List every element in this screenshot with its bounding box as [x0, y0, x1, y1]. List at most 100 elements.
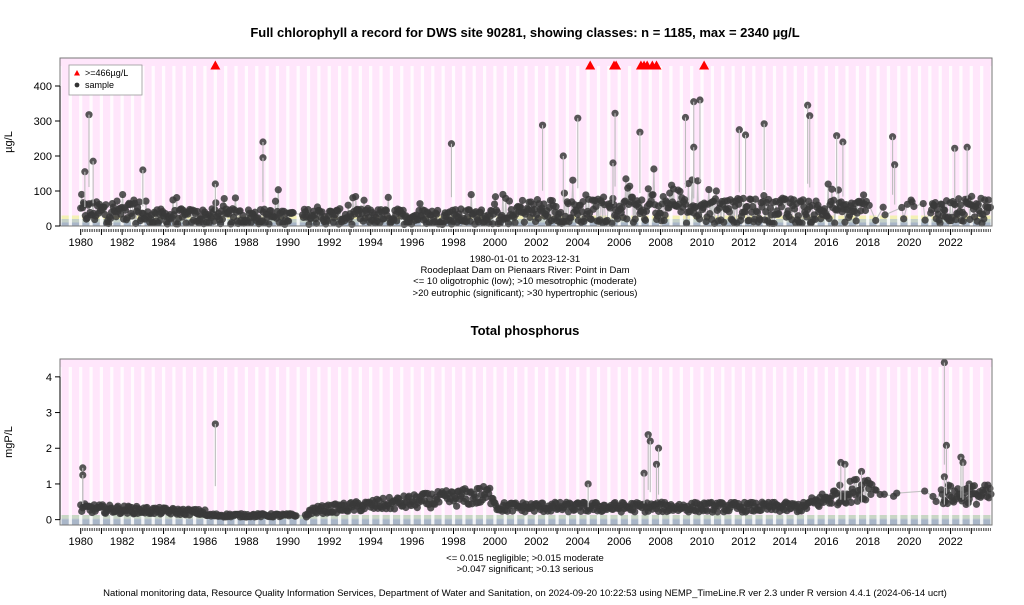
sample-point	[959, 217, 967, 225]
legend-sample-label: sample	[85, 80, 114, 90]
sample-point	[968, 192, 976, 200]
sample-point	[931, 199, 939, 207]
sample-point	[739, 194, 747, 203]
x-tick-label: 2016	[814, 536, 838, 548]
x-tick-label: 1996	[400, 237, 424, 249]
sample-point	[919, 199, 927, 208]
sample-point	[618, 203, 626, 212]
sample-point	[775, 209, 783, 218]
sample-point	[274, 186, 282, 194]
sample-point	[508, 507, 517, 515]
sample-point	[121, 206, 130, 214]
x-tick-label: 1998	[441, 237, 465, 249]
sample-point	[360, 196, 368, 204]
x-tick-label: 2004	[566, 237, 590, 249]
x-tick-label: 1982	[110, 237, 134, 249]
chlorophyll-samples	[77, 60, 994, 229]
sample-point	[725, 208, 733, 216]
x-tick-label: 2018	[855, 536, 879, 548]
y-tick-label: 1	[46, 479, 52, 491]
sample-point	[893, 489, 901, 497]
sample-point	[941, 206, 949, 214]
x-tick-label: 2020	[897, 237, 921, 249]
phosphorus-y-label: mgP/L	[3, 426, 15, 458]
x-tick-label: 2008	[648, 237, 672, 249]
y-tick-label: 100	[34, 186, 52, 198]
x-tick-label: 2010	[690, 536, 714, 548]
sample-point	[742, 507, 751, 515]
x-tick-label: 1984	[151, 237, 175, 249]
phosphorus-samples	[77, 358, 995, 521]
legend-circle-marker	[74, 82, 80, 88]
sample-point	[824, 180, 832, 188]
sample-point	[520, 218, 528, 226]
sample-point	[830, 196, 838, 204]
tp-class-caption-1: <= 0.015 negligible; >0.015 moderate	[446, 553, 604, 564]
sample-point	[587, 215, 596, 224]
sample-point	[631, 508, 639, 516]
sample-point	[921, 487, 929, 495]
sample-point	[847, 498, 855, 507]
sample-point	[453, 502, 461, 510]
sample-point	[379, 494, 387, 502]
sample-point	[811, 215, 819, 224]
x-tick-label: 2018	[855, 237, 879, 249]
chlorophyll-legend: >=466µg/L sample	[68, 64, 143, 96]
sample-point	[218, 215, 226, 223]
sample-point	[435, 498, 443, 506]
sample-point	[852, 475, 860, 484]
phosphorus-x-axis: 1980 1982 1984 1986 1988 1990 1992 1994 1996 1998…	[68, 528, 991, 548]
sample-point	[626, 182, 634, 190]
sample-point	[393, 217, 401, 225]
sample-point	[881, 211, 889, 219]
sample-point	[360, 505, 369, 513]
sample-point	[511, 219, 519, 227]
x-tick-label: 1992	[317, 536, 341, 548]
y-tick-label: 0	[46, 221, 52, 233]
sample-point	[128, 212, 136, 220]
sample-point	[960, 211, 968, 219]
x-tick-label: 2002	[524, 536, 548, 548]
x-tick-label: 1982	[110, 536, 134, 548]
sample-point	[552, 203, 560, 211]
sample-point	[507, 205, 515, 214]
x-tick-label: 1988	[234, 536, 258, 548]
x-tick-label: 2010	[690, 237, 714, 249]
sample-point	[900, 215, 908, 223]
sample-point	[980, 215, 988, 223]
sample-point	[972, 500, 981, 508]
sample-point	[932, 497, 940, 506]
x-tick-label: 1984	[151, 536, 175, 548]
sample-point	[834, 186, 843, 194]
x-tick-label: 1980	[68, 237, 92, 249]
sample-point	[284, 217, 293, 225]
sample-point	[312, 219, 321, 227]
y-tick-label: 2	[46, 443, 52, 455]
sample-point	[825, 214, 833, 223]
chlorophyll-title: Full chlorophyll a record for DWS site 9…	[250, 25, 799, 40]
sample-point	[352, 192, 360, 201]
sample-point	[955, 195, 963, 203]
sample-point	[753, 208, 761, 216]
sample-point	[681, 200, 690, 208]
sample-point	[416, 200, 424, 208]
sample-point	[831, 219, 839, 227]
sample-point	[518, 196, 527, 205]
sample-point	[852, 217, 860, 225]
sample-point	[828, 185, 836, 193]
sample-point	[946, 482, 955, 490]
sample-point	[650, 165, 658, 173]
sample-point	[567, 214, 575, 222]
sample-point	[720, 218, 728, 226]
sample-point	[803, 213, 811, 221]
sample-point	[344, 201, 352, 209]
sample-point	[486, 484, 494, 492]
sample-point	[649, 191, 657, 199]
y-tick-label: 300	[34, 116, 52, 128]
sample-point	[251, 208, 259, 216]
y-tick-label: 200	[34, 151, 52, 163]
chlorophyll-y-axis: 0 100 200 300 400	[34, 81, 61, 233]
sample-point	[682, 219, 691, 227]
sample-point	[695, 215, 704, 223]
trophic-class-caption-1: <= 10 oligotrophic (low); >10 mesotrophi…	[413, 276, 637, 287]
